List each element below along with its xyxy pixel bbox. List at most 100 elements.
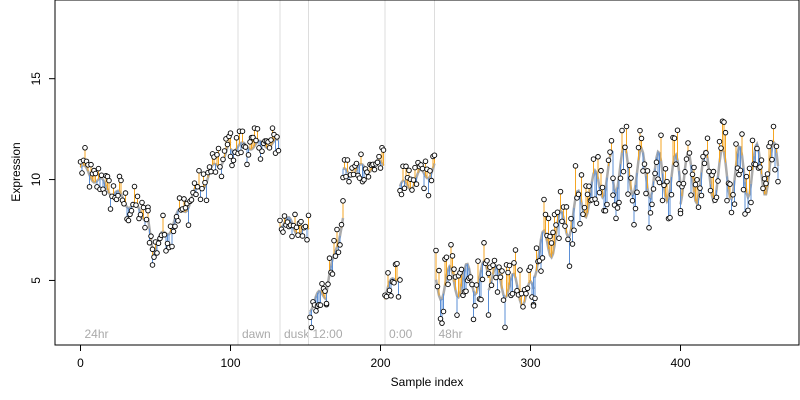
annotation-label: 0:00 (389, 327, 413, 341)
data-point (454, 312, 460, 318)
data-point (689, 171, 696, 178)
data-point (412, 164, 418, 171)
data-point (620, 168, 627, 175)
data-point (721, 119, 727, 125)
data-point (538, 268, 544, 274)
data-point (530, 303, 537, 309)
data-point (325, 281, 331, 287)
data-points (77, 118, 781, 331)
data-point (481, 240, 487, 246)
data-point (335, 249, 342, 255)
x-tick-label: 0 (77, 356, 84, 370)
data-point (79, 170, 85, 176)
x-axis-title: Sample index (391, 375, 464, 389)
data-point (548, 240, 555, 246)
data-point (149, 262, 156, 268)
data-point (517, 267, 523, 273)
data-point (625, 191, 631, 197)
data-point (448, 241, 454, 248)
data-point (659, 197, 666, 204)
data-point (580, 211, 586, 218)
data-point (478, 296, 484, 303)
fit-line-segment (325, 217, 345, 294)
data-point (154, 250, 160, 256)
data-point (269, 125, 276, 131)
data-point (742, 211, 748, 217)
data-point (671, 135, 678, 141)
data-point (346, 178, 352, 185)
data-point (593, 200, 600, 207)
data-point (730, 191, 736, 198)
data-point (361, 177, 367, 183)
data-point (115, 192, 121, 199)
data-point (640, 168, 646, 174)
data-point (760, 185, 766, 192)
y-tick-label: 15 (29, 72, 43, 86)
data-point (568, 215, 574, 222)
data-point (212, 169, 219, 175)
data-point (391, 279, 397, 286)
data-point (155, 240, 162, 246)
data-point (434, 283, 441, 290)
data-point (700, 153, 706, 160)
data-point (449, 253, 456, 259)
data-point (598, 167, 604, 174)
data-point (101, 190, 108, 196)
data-point (703, 150, 709, 156)
data-point (610, 192, 616, 198)
data-point (145, 207, 151, 214)
data-point (715, 178, 721, 184)
data-point (293, 224, 300, 231)
data-point (217, 164, 223, 170)
data-point (707, 187, 714, 194)
data-point (599, 184, 606, 191)
data-point (674, 127, 681, 133)
data-point (727, 181, 733, 187)
data-point (607, 149, 613, 155)
data-point (494, 289, 501, 295)
data-point (520, 304, 526, 310)
data-point (550, 229, 556, 236)
data-point (200, 171, 207, 177)
data-point (632, 205, 639, 212)
data-point (437, 316, 444, 322)
data-point (172, 223, 178, 230)
data-point (446, 274, 453, 281)
x-tick-label: 200 (370, 356, 390, 370)
data-point (556, 235, 562, 241)
data-point (745, 207, 751, 214)
data-point (242, 144, 249, 150)
data-point (227, 153, 234, 160)
data-point (562, 223, 568, 229)
data-point (458, 266, 465, 273)
data-point (682, 169, 688, 175)
data-point (280, 229, 286, 235)
data-point (658, 132, 664, 138)
data-point (386, 287, 393, 294)
data-point (92, 170, 99, 177)
annotation-label: 24hr (85, 327, 109, 341)
data-point (622, 144, 628, 151)
residual-segments (80, 121, 779, 328)
data-point (731, 201, 738, 207)
data-point (485, 270, 492, 277)
data-point (571, 227, 577, 233)
data-point (584, 191, 591, 198)
data-point (169, 243, 175, 250)
data-point (472, 302, 478, 309)
data-point (496, 264, 502, 270)
data-point (421, 185, 427, 192)
data-point (608, 138, 615, 144)
data-point (134, 193, 141, 200)
data-point (319, 280, 325, 287)
data-point (602, 208, 609, 214)
data-point (133, 202, 139, 208)
data-point (410, 177, 417, 183)
data-point (298, 218, 304, 225)
data-point (125, 217, 132, 224)
data-point (500, 297, 507, 303)
data-point (578, 172, 585, 178)
x-tick-label: 300 (520, 356, 540, 370)
data-point (323, 300, 330, 307)
